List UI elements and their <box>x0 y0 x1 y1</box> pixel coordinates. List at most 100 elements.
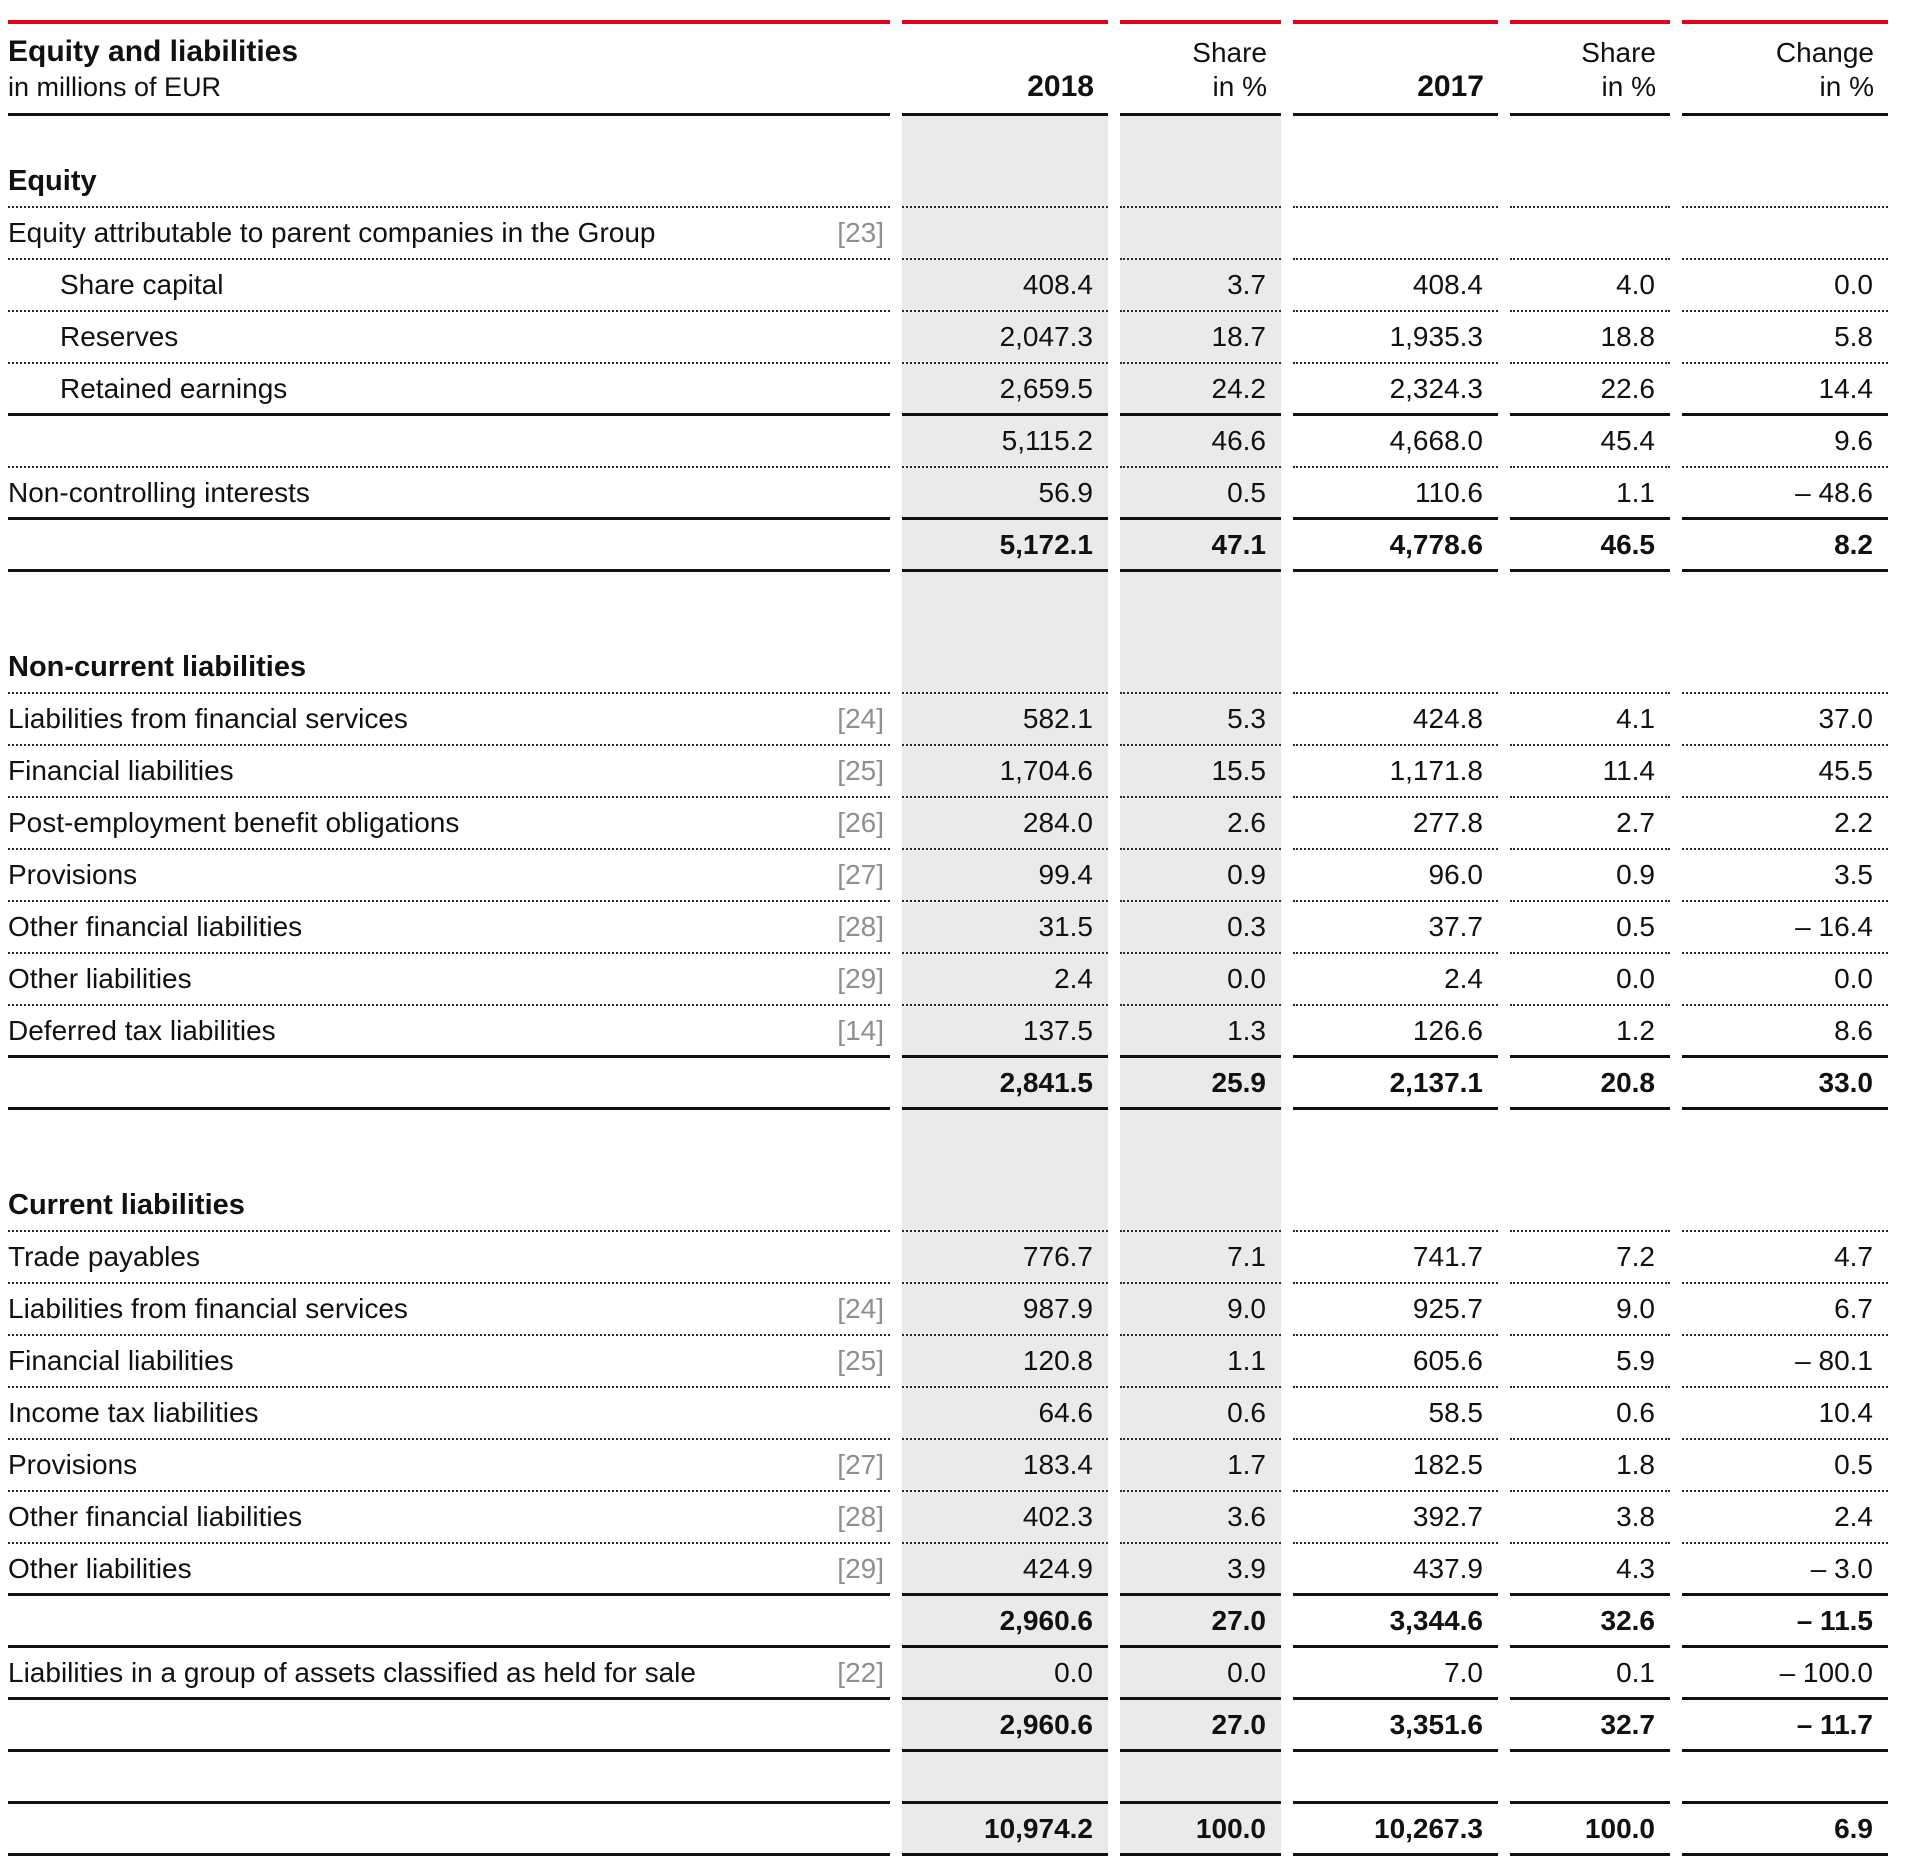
row-label: Other financial liabilities <box>8 1501 303 1532</box>
row-label: Provisions <box>8 859 138 890</box>
value-cell <box>1682 1180 1888 1232</box>
row-label-cell <box>8 116 890 156</box>
value-cell: 1.1 <box>1510 468 1670 520</box>
value-cell: 25.9 <box>1120 1058 1281 1110</box>
value-cell: 2.4 <box>1682 1492 1888 1544</box>
row-label: Equity attributable to parent companies … <box>8 217 656 248</box>
value-cell: 5,172.1 <box>902 520 1108 572</box>
row-label-cell: Financial liabilities [25] <box>8 746 890 798</box>
value-cell: 4.1 <box>1510 694 1670 746</box>
row-label-cell: Share capital <box>8 260 890 312</box>
table-row: Other financial liabilities [28] 402.3 3.6 3… <box>8 1492 1888 1544</box>
row-label: Other financial liabilities <box>8 911 303 942</box>
value-cell: 6.9 <box>1682 1804 1888 1856</box>
value-cell: 183.4 <box>902 1440 1108 1492</box>
section-row: Equity <box>8 156 1888 208</box>
value-cell <box>1293 572 1498 642</box>
value-cell: 5,115.2 <box>902 416 1108 468</box>
value-cell: 20.8 <box>1510 1058 1670 1110</box>
value-cell: 45.4 <box>1510 416 1670 468</box>
value-cell: 0.0 <box>1120 954 1281 1006</box>
value-cell: 27.0 <box>1120 1596 1281 1648</box>
value-cell: 402.3 <box>902 1492 1108 1544</box>
value-cell: 24.2 <box>1120 364 1281 416</box>
value-cell: 2,841.5 <box>902 1058 1108 1110</box>
value-cell: 5.3 <box>1120 694 1281 746</box>
value-cell: 277.8 <box>1293 798 1498 850</box>
row-label-cell <box>8 572 890 642</box>
value-cell: 100.0 <box>1510 1804 1670 1856</box>
row-label-cell: Income tax liabilities <box>8 1388 890 1440</box>
value-cell: 2,960.6 <box>902 1596 1108 1648</box>
row-label: Reserves <box>60 321 179 352</box>
value-cell: 58.5 <box>1293 1388 1498 1440</box>
value-cell <box>1682 1752 1888 1804</box>
value-cell <box>1293 116 1498 156</box>
value-cell <box>1120 1110 1281 1180</box>
value-cell: 2.4 <box>902 954 1108 1006</box>
row-label: Liabilities from financial services <box>8 1293 408 1324</box>
row-label-cell: Deferred tax liabilities [14] <box>8 1006 890 1058</box>
value-cell: 1,704.6 <box>902 746 1108 798</box>
value-cell: 11.4 <box>1510 746 1670 798</box>
value-cell: 4,778.6 <box>1293 520 1498 572</box>
table-row: Other financial liabilities [28] 31.5 0.3 37… <box>8 902 1888 954</box>
value-cell: 925.7 <box>1293 1284 1498 1336</box>
value-cell: 2,960.6 <box>902 1700 1108 1752</box>
value-cell: 126.6 <box>1293 1006 1498 1058</box>
row-label: Provisions <box>8 1449 138 1480</box>
value-cell: 0.0 <box>1682 954 1888 1006</box>
table-row: Post-employment benefit obligations [26] 2… <box>8 798 1888 850</box>
table-row: Income tax liabilities 64.6 0.6 58.5 0.6 10.4 <box>8 1388 1888 1440</box>
value-cell: – 100.0 <box>1682 1648 1888 1700</box>
row-label-cell: Other financial liabilities [28] <box>8 1492 890 1544</box>
value-cell: 100.0 <box>1120 1804 1281 1856</box>
row-label-cell: Equity attributable to parent companies … <box>8 208 890 260</box>
value-cell: 46.5 <box>1510 520 1670 572</box>
value-cell: 9.0 <box>1510 1284 1670 1336</box>
table-row: Other liabilities [29] 424.9 3.9 437.9 4.3– 3… <box>8 1544 1888 1596</box>
value-cell: 32.6 <box>1510 1596 1670 1648</box>
column-header-line1: Share <box>1581 37 1656 68</box>
row-label-cell <box>8 1700 890 1752</box>
value-cell: 3.5 <box>1682 850 1888 902</box>
value-cell: 0.9 <box>1510 850 1670 902</box>
value-cell: 1,171.8 <box>1293 746 1498 798</box>
note-reference: [23] <box>837 217 884 248</box>
value-cell: 1.2 <box>1510 1006 1670 1058</box>
value-cell: 5.8 <box>1682 312 1888 364</box>
table-row: Liabilities from financial services [24] 9… <box>8 1284 1888 1336</box>
column-header-line2: in % <box>1819 71 1874 102</box>
value-cell: 0.6 <box>1120 1388 1281 1440</box>
value-cell <box>1293 156 1498 208</box>
value-cell <box>1120 156 1281 208</box>
value-cell: 7.2 <box>1510 1232 1670 1284</box>
value-cell: 4.3 <box>1510 1544 1670 1596</box>
value-cell: 0.6 <box>1510 1388 1670 1440</box>
column-header-line1: Share <box>1192 37 1267 68</box>
value-cell <box>1682 1110 1888 1180</box>
value-cell <box>902 208 1108 260</box>
table-unit-label: in millions of EUR <box>8 72 222 102</box>
row-label-cell <box>8 1058 890 1110</box>
value-cell: 3.9 <box>1120 1544 1281 1596</box>
value-cell: 1,935.3 <box>1293 312 1498 364</box>
row-label-cell <box>8 520 890 572</box>
value-cell: 64.6 <box>902 1388 1108 1440</box>
value-cell: 5.9 <box>1510 1336 1670 1388</box>
note-reference: [28] <box>837 911 884 942</box>
column-header-line2: in % <box>1212 71 1267 102</box>
value-cell: 2,047.3 <box>902 312 1108 364</box>
note-reference: [14] <box>837 1014 884 1046</box>
value-cell: 2.4 <box>1293 954 1498 1006</box>
row-label: Liabilities from financial services <box>8 703 408 734</box>
value-cell: 110.6 <box>1293 468 1498 520</box>
value-cell: 0.5 <box>1510 902 1670 954</box>
value-cell <box>1682 156 1888 208</box>
value-cell: 0.0 <box>902 1648 1108 1700</box>
value-cell <box>1293 208 1498 260</box>
value-cell: 741.7 <box>1293 1232 1498 1284</box>
value-cell: 1.8 <box>1510 1440 1670 1492</box>
value-cell <box>1120 1180 1281 1232</box>
value-cell: 408.4 <box>902 260 1108 312</box>
